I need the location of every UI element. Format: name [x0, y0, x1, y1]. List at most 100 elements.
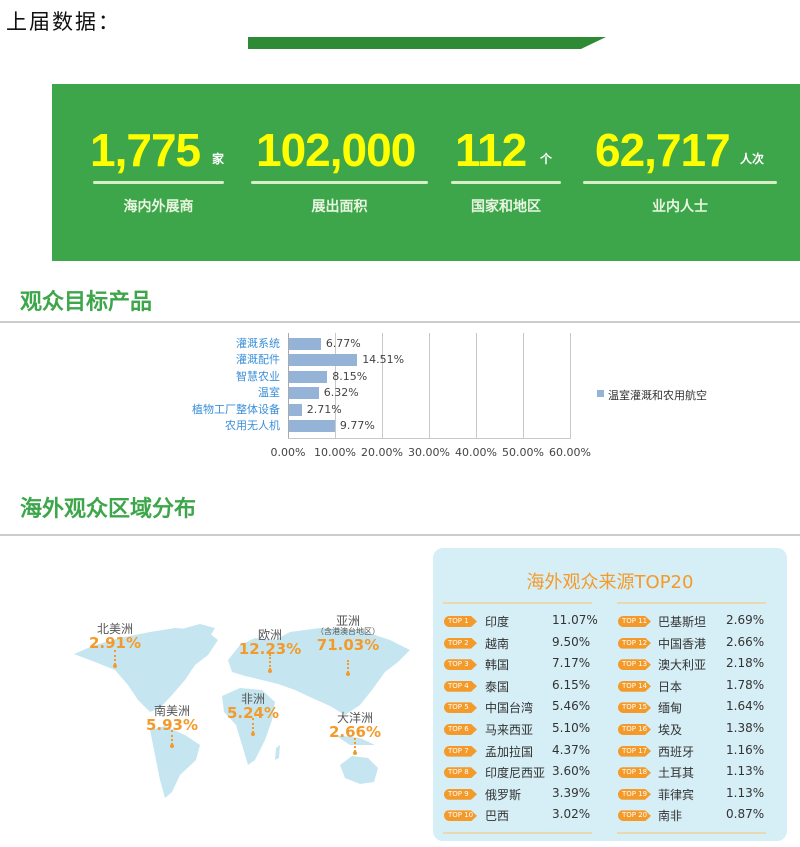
rank-badge: TOP 20 [618, 810, 651, 822]
stat-label: 海内外展商 [123, 199, 194, 215]
rank-badge: TOP 10 [444, 810, 477, 822]
rank-badge: TOP 4 [444, 680, 477, 692]
country-name: 马来西亚 [485, 723, 534, 737]
country-name: 埃及 [658, 723, 683, 737]
x-tick-label: 40.00% [455, 446, 497, 459]
x-axis-line [288, 438, 570, 439]
country-percent: 6.15% [552, 677, 591, 692]
country-percent: 9.50% [552, 634, 591, 649]
gridline [382, 333, 383, 439]
rank-badge: TOP 8 [444, 767, 477, 779]
rank-badge: TOP 1 [444, 616, 477, 627]
region-value: 12.23% [238, 640, 302, 658]
top20-divider [443, 602, 592, 604]
country-name: 澳大利亚 [658, 658, 707, 673]
country-name: 巴基斯坦 [658, 615, 707, 629]
country-percent: 5.46% [552, 699, 591, 714]
region-marker [170, 730, 174, 748]
stat-underline [451, 181, 561, 184]
bar [289, 420, 335, 432]
region-value: 2.66% [328, 723, 382, 741]
country-percent: 1.78% [726, 677, 765, 692]
gridline [476, 333, 477, 439]
stat-value: 62,717 [595, 124, 731, 176]
top20-title: 海外观众来源TOP20 [526, 572, 694, 593]
y-axis-line [288, 333, 289, 439]
region-name: 南美洲 [153, 704, 191, 718]
region-name: 大洋洲 [336, 711, 374, 725]
country-percent: 1.13% [726, 764, 765, 779]
stat-label: 业内人士 [652, 199, 708, 215]
region-value: 71.03% [316, 636, 380, 654]
legend-swatch [597, 390, 604, 397]
country-name: 泰国 [485, 679, 510, 694]
australia-shape [340, 756, 378, 784]
stat-underline [93, 181, 224, 184]
rank-badge: TOP 13 [618, 659, 651, 671]
rank-badge: TOP 15 [618, 702, 651, 714]
country-percent: 2.66% [726, 634, 765, 649]
madagascar-shape [275, 745, 280, 760]
country-name: 菲律宾 [658, 787, 695, 802]
data-label: 6.77% [325, 337, 361, 350]
category-label: 智慧农业 [236, 369, 280, 383]
page-header: 上届数据： [6, 10, 121, 34]
legend-label: 温室灌溉和农用航空 [608, 389, 707, 402]
data-label: 8.15% [332, 369, 368, 383]
gridline [335, 333, 336, 439]
south-america-shape [150, 726, 200, 798]
country-name: 印度尼西亚 [485, 766, 546, 781]
gridline [570, 333, 571, 439]
stat-unit: 人次 [740, 152, 765, 166]
rank-badge: TOP 19 [618, 788, 651, 800]
region-marker [113, 650, 117, 668]
region-value: 5.24% [226, 704, 280, 722]
rank-badge: TOP 3 [444, 659, 477, 671]
country-name: 日本 [658, 679, 683, 694]
country-name: 越南 [485, 636, 510, 651]
data-label: 6.32% [323, 386, 359, 400]
country-name: 中国台湾 [485, 701, 534, 716]
country-percent: 11.07% [552, 613, 598, 627]
north-america-shape [74, 628, 218, 712]
stat-underline [251, 181, 428, 184]
country-name: 韩国 [485, 658, 510, 673]
stat-value: 102,000 [256, 124, 416, 176]
rank-badge: TOP 12 [618, 637, 651, 649]
stat-label: 国家和地区 [471, 199, 541, 215]
rank-badge: TOP 17 [618, 745, 651, 757]
country-percent: 2.18% [726, 656, 765, 671]
category-label: 灌溉配件 [236, 353, 280, 367]
gridline [523, 333, 524, 439]
top20-panel [433, 548, 787, 841]
country-name: 南非 [658, 809, 683, 824]
rank-badge: TOP 2 [444, 637, 477, 649]
section-title-target-products: 观众目标产品 [20, 290, 153, 315]
rank-badge: TOP 7 [444, 745, 477, 757]
decorative-bar [248, 37, 606, 49]
stat-unit: 家 [212, 152, 225, 166]
stat-underline [583, 181, 777, 184]
europe-asia-shape [228, 628, 410, 715]
region-name: 欧洲 [257, 628, 283, 642]
greenland-shape [178, 624, 215, 642]
stats-panel [52, 84, 800, 261]
stat-value: 112 [455, 124, 527, 176]
rank-badge: TOP 5 [444, 702, 477, 714]
section-divider [0, 321, 800, 323]
country-percent: 1.38% [726, 721, 765, 735]
top20-divider [617, 602, 766, 604]
country-percent: 2.69% [726, 613, 765, 627]
country-percent: 5.10% [552, 721, 591, 735]
country-name: 土耳其 [658, 766, 695, 781]
data-label: 9.77% [339, 419, 375, 432]
x-tick-label: 0.00% [270, 446, 306, 459]
region-marker [268, 654, 272, 673]
country-name: 孟加拉国 [485, 744, 534, 759]
country-percent: 3.02% [552, 807, 591, 822]
bar [289, 387, 319, 400]
x-tick-label: 30.00% [408, 446, 450, 459]
bar [289, 370, 328, 383]
category-label: 植物工厂整体设备 [192, 402, 280, 416]
region-name: 非洲 [240, 692, 266, 706]
